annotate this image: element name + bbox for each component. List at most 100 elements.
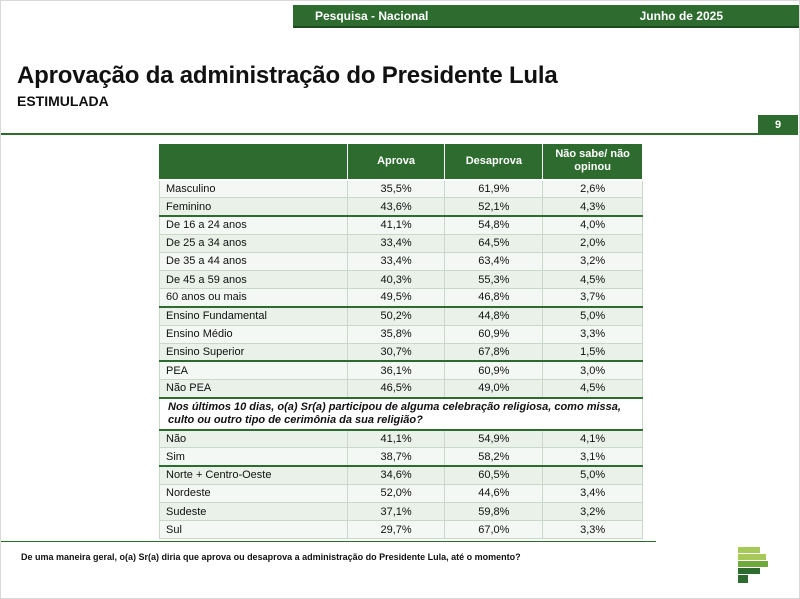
table-row: 60 anos ou mais 49,5% 46,8% 3,7% [159, 288, 643, 308]
table-row: Não PEA 46,5% 49,0% 4,5% [159, 379, 643, 399]
row-label: Sudeste [159, 501, 348, 522]
cell-nao-sabe: 3,2% [542, 501, 643, 522]
cell-aprova: 30,7% [346, 342, 446, 362]
cell-aprova: 40,3% [346, 269, 446, 290]
row-label: Ensino Médio [159, 324, 348, 344]
cell-nao-sabe: 3,1% [542, 447, 643, 467]
footer-divider [1, 541, 656, 542]
header-cell-aprova: Aprova [346, 143, 446, 181]
table-row: Sudeste 37,1% 59,8% 3,2% [159, 501, 643, 522]
cell-desaprova: 61,9% [444, 178, 544, 199]
cell-aprova: 37,1% [346, 501, 446, 522]
page-subtitle: ESTIMULADA [17, 93, 109, 109]
table-row: Nordeste 52,0% 44,6% 3,4% [159, 483, 643, 504]
cell-nao-sabe: 3,3% [542, 324, 643, 344]
table-header-row: Aprova Desaprova Não sabe/ não opinou [159, 143, 643, 181]
cell-aprova: 41,1% [346, 428, 446, 449]
cell-nao-sabe: 3,7% [542, 288, 643, 308]
row-label: De 16 a 24 anos [159, 214, 348, 235]
header-band: Pesquisa - Nacional Junho de 2025 [293, 5, 799, 28]
table-row: De 16 a 24 anos 41,1% 54,8% 4,0% [159, 214, 643, 235]
cell-desaprova: 55,3% [444, 269, 544, 290]
cell-nao-sabe: 1,5% [542, 342, 643, 362]
brand-logo [738, 547, 768, 583]
cell-aprova: 41,1% [346, 214, 446, 235]
cell-nao-sabe: 2,0% [542, 233, 643, 253]
cell-desaprova: 63,4% [444, 251, 544, 271]
row-label: Sul [159, 520, 348, 540]
cell-nao-sabe: 4,3% [542, 197, 643, 217]
table-row: De 25 a 34 anos 33,4% 64,5% 2,0% [159, 233, 643, 253]
table-row: Ensino Fundamental 50,2% 44,8% 5,0% [159, 305, 643, 326]
cell-nao-sabe: 4,0% [542, 214, 643, 235]
cell-desaprova: 54,8% [444, 214, 544, 235]
row-label: Masculino [159, 178, 348, 199]
cell-desaprova: 44,8% [444, 305, 544, 326]
question-row: Nos últimos 10 dias, o(a) Sr(a) particip… [159, 396, 643, 431]
cell-nao-sabe: 4,5% [542, 269, 643, 290]
row-label: PEA [159, 360, 348, 381]
survey-label: Pesquisa - Nacional [315, 9, 429, 23]
cell-aprova: 49,5% [346, 288, 446, 308]
table-row: De 45 a 59 anos 40,3% 55,3% 4,5% [159, 269, 643, 290]
row-label: Feminino [159, 197, 348, 217]
cell-aprova: 35,5% [346, 178, 446, 199]
page-number: 9 [758, 115, 798, 135]
cell-aprova: 33,4% [346, 233, 446, 253]
table-row: PEA 36,1% 60,9% 3,0% [159, 360, 643, 381]
row-label: Não [159, 428, 348, 449]
row-label: Ensino Fundamental [159, 305, 348, 326]
cell-nao-sabe: 3,3% [542, 520, 643, 540]
table-row: De 35 a 44 anos 33,4% 63,4% 3,2% [159, 251, 643, 271]
table-row: Feminino 43,6% 52,1% 4,3% [159, 197, 643, 217]
cell-desaprova: 54,9% [444, 428, 544, 449]
cell-aprova: 33,4% [346, 251, 446, 271]
cell-nao-sabe: 5,0% [542, 305, 643, 326]
cell-nao-sabe: 4,5% [542, 379, 643, 399]
table-row: Ensino Médio 35,8% 60,9% 3,3% [159, 324, 643, 344]
cell-aprova: 35,8% [346, 324, 446, 344]
cell-desaprova: 52,1% [444, 197, 544, 217]
row-label: De 45 a 59 anos [159, 269, 348, 290]
cell-desaprova: 44,6% [444, 483, 544, 504]
row-label: Não PEA [159, 379, 348, 399]
cell-aprova: 36,1% [346, 360, 446, 381]
cell-aprova: 50,2% [346, 305, 446, 326]
cell-aprova: 46,5% [346, 379, 446, 399]
cell-desaprova: 64,5% [444, 233, 544, 253]
cell-aprova: 29,7% [346, 520, 446, 540]
row-label: Norte + Centro-Oeste [159, 465, 348, 485]
cell-desaprova: 67,8% [444, 342, 544, 362]
table-row: Sul 29,7% 67,0% 3,3% [159, 520, 643, 540]
cell-nao-sabe: 4,1% [542, 428, 643, 449]
header-cell-desaprova: Desaprova [444, 143, 544, 181]
cell-nao-sabe: 3,2% [542, 251, 643, 271]
question-text: Nos últimos 10 dias, o(a) Sr(a) particip… [159, 396, 643, 431]
cell-desaprova: 67,0% [444, 520, 544, 540]
table-body: Masculino 35,5% 61,9% 2,6% Feminino 43,6% 52,1… [159, 178, 643, 540]
title-divider [1, 133, 758, 135]
cell-desaprova: 60,9% [444, 324, 544, 344]
question-footnote: De uma maneira geral, o(a) Sr(a) diria q… [21, 552, 521, 562]
header-cell-segment [159, 143, 348, 181]
cell-nao-sabe: 3,4% [542, 483, 643, 504]
cell-nao-sabe: 2,6% [542, 178, 643, 199]
row-label: De 25 a 34 anos [159, 233, 348, 253]
row-label: 60 anos ou mais [159, 288, 348, 308]
date-label: Junho de 2025 [639, 9, 723, 23]
header-cell-nao-sabe: Não sabe/ não opinou [542, 143, 643, 181]
results-table: Aprova Desaprova Não sabe/ não opinou Ma… [159, 143, 643, 540]
cell-desaprova: 60,9% [444, 360, 544, 381]
cell-desaprova: 49,0% [444, 379, 544, 399]
table-row: Sim 38,7% 58,2% 3,1% [159, 447, 643, 467]
cell-desaprova: 58,2% [444, 447, 544, 467]
row-label: Ensino Superior [159, 342, 348, 362]
cell-desaprova: 60,5% [444, 465, 544, 485]
row-label: De 35 a 44 anos [159, 251, 348, 271]
row-label: Nordeste [159, 483, 348, 504]
cell-aprova: 38,7% [346, 447, 446, 467]
row-label: Sim [159, 447, 348, 467]
table-row: Norte + Centro-Oeste 34,6% 60,5% 5,0% [159, 465, 643, 485]
table-row: Ensino Superior 30,7% 67,8% 1,5% [159, 342, 643, 362]
